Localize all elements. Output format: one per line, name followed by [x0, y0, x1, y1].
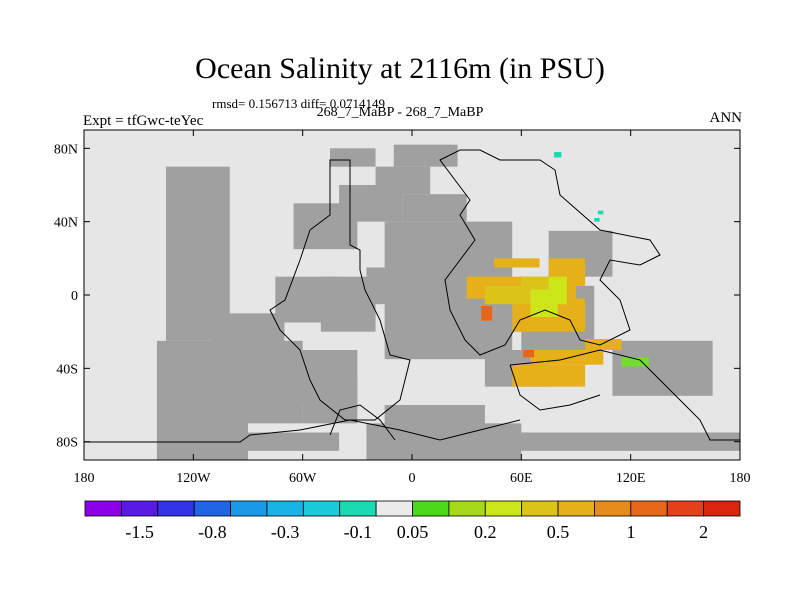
coastlines: [84, 149, 740, 443]
colorbar-tick-label: -1.5: [125, 522, 154, 542]
region-cell: [548, 276, 567, 305]
colorbar-swatch: [84, 500, 122, 517]
colorbar-tick-label: 0.05: [397, 522, 429, 542]
colorbar-swatch: [484, 500, 523, 517]
x-tick-label: 60W: [289, 471, 317, 486]
x-tick-label: 120W: [176, 471, 211, 486]
map-regions: [156, 144, 740, 460]
season-label: ANN: [709, 110, 743, 126]
x-tick-label: 120E: [616, 471, 646, 486]
region-cell: [166, 166, 230, 341]
colorbar-swatch: [266, 500, 304, 517]
region-cell: [597, 210, 604, 215]
colorbar-swatch: [157, 500, 195, 517]
region-cell: [275, 276, 340, 323]
colorbar-swatch: [594, 500, 632, 517]
y-tick-label: 40S: [56, 362, 78, 377]
colorbar: -1.5 -0.8 -0.3 -0.1 0.05 0.2 0.5 1 2: [84, 500, 741, 542]
coastline-3: [509, 349, 740, 441]
y-tick-label: 0: [71, 289, 78, 304]
coastline-2: [439, 149, 661, 356]
colorbar-swatch: [448, 500, 486, 517]
chart-title: Ocean Salinity at 2116m (in PSU): [195, 52, 605, 85]
colorbar-swatch: [666, 500, 705, 517]
region-anomaly-1-to-2: [481, 306, 535, 358]
region-cell: [366, 267, 403, 305]
coastline-5: [329, 404, 396, 441]
y-tick-label: 80N: [54, 142, 78, 157]
region-cell: [612, 340, 713, 396]
region-cell: [481, 306, 493, 321]
region-anomaly-0-2-positive-green-: [621, 357, 649, 367]
x-tick-label: 0: [409, 471, 416, 486]
colorbar-tick-label: 0.5: [547, 522, 570, 542]
region-anomaly-0-1-teal-: [554, 152, 604, 222]
region-cell: [366, 423, 522, 460]
colorbar-swatch: [339, 500, 377, 517]
region-cell: [494, 258, 540, 268]
region-cell: [512, 364, 586, 387]
region-cell: [284, 350, 358, 405]
region-cell: [393, 144, 458, 167]
colorbar-tick-label: -0.3: [271, 522, 300, 542]
region-anomaly-0-05-to-0-2: [530, 276, 567, 317]
colorbar-swatch: [630, 500, 668, 517]
colorbar-swatch: [557, 500, 595, 517]
colorbar-swatch: [230, 500, 268, 517]
x-tick-label: 180: [730, 471, 751, 486]
map-axes: 180 120W 60W 0 60E 120E 180 80N 40N 0 40S 80S: [54, 130, 751, 486]
colorbar-tick-label: -0.1: [344, 522, 373, 542]
region-cell: [211, 313, 285, 369]
region-cell: [293, 203, 358, 250]
coastline-4: [84, 419, 521, 443]
region-cell: [402, 194, 467, 222]
colorbar-swatch: [302, 500, 341, 517]
colorbar-tick-label: 1: [626, 522, 635, 542]
y-tick-label: 80S: [56, 436, 78, 451]
region-cell: [229, 432, 340, 451]
colorbar-tick-label: 0.2: [474, 522, 497, 542]
colorbar-swatch: [193, 500, 231, 517]
region-cell: [585, 339, 622, 350]
colorbar-swatch: [120, 500, 159, 517]
colorbar-swatch: [703, 500, 741, 517]
colorbar-tick-label: 2: [699, 522, 708, 542]
colorbar-swatch: [521, 500, 559, 517]
coastline-1: [269, 159, 411, 421]
experiment-label: Expt = tfGwc-teYec: [83, 113, 204, 129]
stats-label: rmsd= 0.156713 diff= 0.0714149: [212, 96, 385, 111]
region-cell: [621, 357, 649, 367]
y-tick-label: 40N: [54, 216, 78, 231]
region-cell: [594, 218, 600, 222]
x-tick-label: 180: [74, 471, 95, 486]
region-cell: [523, 350, 535, 358]
colorbar-swatch: [412, 500, 450, 517]
region-cell: [330, 148, 376, 167]
case-label: 268_7_MaBP - 268_7_MaBP: [316, 105, 484, 120]
colorbar-swatch: [375, 500, 413, 517]
x-tick-label: 60E: [510, 471, 533, 486]
colorbar-tick-label: -0.8: [198, 522, 227, 542]
region-cell: [554, 152, 562, 158]
region-cell: [521, 276, 558, 286]
region-cell: [412, 295, 467, 323]
